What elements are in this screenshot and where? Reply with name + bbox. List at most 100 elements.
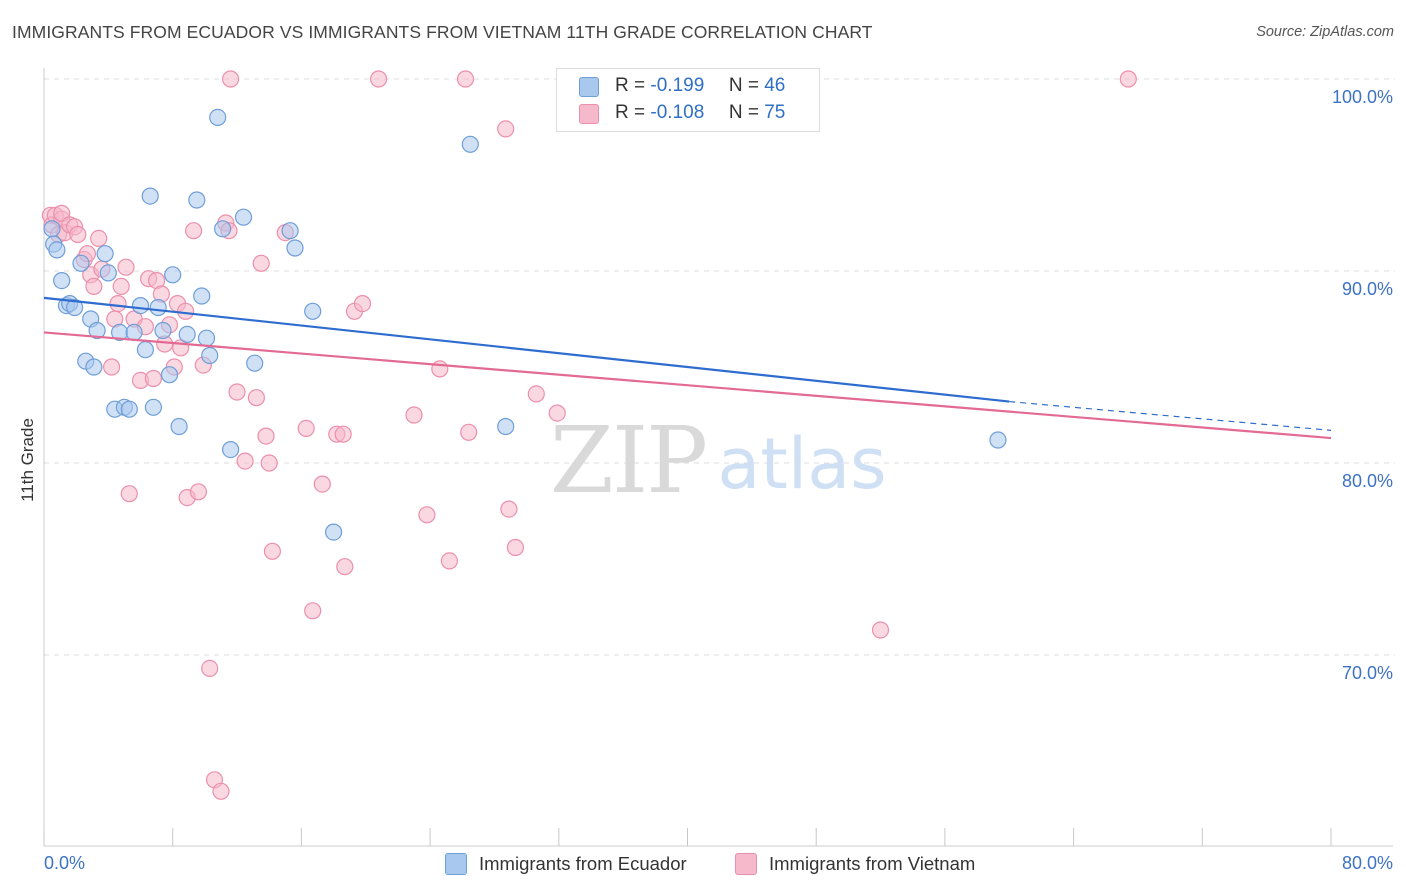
y-tick-label: 80.0% — [1342, 471, 1393, 491]
ecuador-point — [209, 108, 227, 127]
x-tick-label-max: 80.0% — [1342, 853, 1393, 873]
ecuador-point — [164, 266, 182, 284]
vietnam-point — [456, 70, 475, 88]
ecuador-point — [497, 417, 515, 436]
ecuador-r-value: -0.199 — [650, 75, 705, 96]
ecuador-point — [154, 321, 172, 340]
vietnam-point — [418, 506, 436, 524]
ecuador-point — [149, 298, 167, 317]
correlation-legend: R = -0.199 N = 46 R = -0.108 N = 75 — [556, 68, 820, 132]
vietnam-point — [460, 423, 478, 441]
vietnam-point — [313, 475, 331, 493]
ecuador-point — [286, 239, 304, 257]
ecuador-point — [43, 220, 61, 238]
vietnam-point — [112, 277, 130, 295]
grid — [44, 78, 1395, 656]
ecuador-point — [72, 254, 90, 272]
vietnam-points — [41, 70, 1137, 800]
ecuador-point — [201, 346, 219, 365]
vietnam-r-value: -0.108 — [650, 102, 705, 123]
ecuador-point — [53, 272, 71, 290]
legend-item-vietnam: Immigrants from Vietnam — [735, 852, 975, 876]
vietnam-point — [69, 225, 87, 244]
ecuador-point — [222, 441, 240, 459]
ecuador-point — [234, 208, 253, 226]
vietnam-n-value: 75 — [764, 102, 786, 123]
vietnam-point — [228, 383, 246, 401]
ecuador-point — [131, 297, 150, 315]
ecuador-point — [96, 245, 114, 263]
ecuador-n-value: 46 — [764, 75, 786, 96]
vietnam-point — [201, 659, 219, 678]
ecuador-point — [214, 220, 232, 238]
ecuador-trend-extension — [1009, 400, 1332, 431]
axes — [43, 68, 1393, 847]
vietnam-point — [252, 254, 270, 272]
vietnam-point — [336, 558, 354, 576]
ecuador-point — [170, 417, 188, 436]
ecuador-point — [85, 358, 103, 376]
vietnam-point — [297, 419, 315, 437]
vietnam-point — [144, 369, 162, 388]
vietnam-point — [257, 427, 275, 445]
vietnam-point — [102, 358, 121, 376]
ecuador-point — [193, 287, 211, 305]
vietnam-point — [353, 295, 372, 313]
trend-lines — [43, 296, 1332, 440]
chart-title: IMMIGRANTS FROM ECUADOR VS IMMIGRANTS FR… — [12, 22, 873, 42]
vietnam-point — [497, 120, 515, 138]
ecuador-point — [125, 323, 143, 341]
ecuador-point — [281, 222, 299, 240]
y-tick-label: 90.0% — [1342, 279, 1393, 299]
y-tick-label: 100.0% — [1332, 87, 1393, 107]
ecuador-point — [197, 329, 216, 347]
vietnam-point — [177, 302, 195, 320]
vietnam-point — [260, 454, 278, 472]
ecuador-point — [304, 302, 322, 320]
vietnam-point — [431, 360, 449, 378]
ecuador-r-label: R = — [615, 75, 646, 96]
vietnam-point — [1119, 70, 1137, 88]
vietnam-r-label: R = — [615, 102, 646, 123]
vietnam-point — [440, 552, 458, 570]
legend-item-ecuador: Immigrants from Ecuador — [445, 852, 687, 876]
vietnam-point — [185, 222, 203, 240]
watermark-zip: ZIP — [550, 407, 706, 514]
vietnam-point — [370, 70, 388, 88]
ecuador-point — [461, 135, 479, 153]
vietnam-point — [109, 295, 127, 313]
vietnam-point — [247, 389, 265, 407]
ecuador-point — [325, 523, 343, 541]
vietnam-point — [548, 404, 566, 422]
vietnam-n-label: N = — [728, 102, 759, 123]
vietnam-point — [263, 542, 281, 560]
vietnam-point — [405, 406, 423, 424]
vietnam-point — [871, 621, 890, 639]
ecuador-legend-swatch — [445, 853, 467, 875]
vietnam-point — [212, 782, 230, 800]
vietnam-legend-swatch — [735, 853, 757, 875]
ecuador-point — [989, 431, 1007, 449]
y-axis-label: 11th Grade — [18, 418, 37, 502]
ecuador-point — [48, 241, 66, 259]
vietnam-point — [222, 70, 240, 88]
vietnam-trend-line — [43, 331, 1332, 440]
ecuador-point — [99, 264, 117, 282]
vietnam-point — [527, 385, 545, 403]
vietnam-point — [117, 258, 135, 276]
source-label: Source: ZipAtlas.com — [1256, 24, 1394, 40]
vietnam-point — [189, 483, 207, 501]
ecuador-swatch — [579, 77, 599, 97]
ecuador-n-label: N = — [728, 75, 759, 96]
ecuador-trend-line — [43, 296, 1010, 403]
watermark-atlas: atlas — [717, 423, 886, 505]
vietnam-point — [506, 538, 525, 557]
y-tick-label: 70.0% — [1342, 663, 1393, 683]
ecuador-point — [120, 400, 138, 418]
watermark: ZIP atlas — [550, 407, 887, 514]
vietnam-point — [500, 500, 518, 518]
ecuador-points — [43, 70, 1007, 541]
vietnam-point — [334, 425, 352, 443]
vietnam-point — [304, 602, 322, 620]
ecuador-legend-label: Immigrants from Ecuador — [479, 853, 687, 874]
